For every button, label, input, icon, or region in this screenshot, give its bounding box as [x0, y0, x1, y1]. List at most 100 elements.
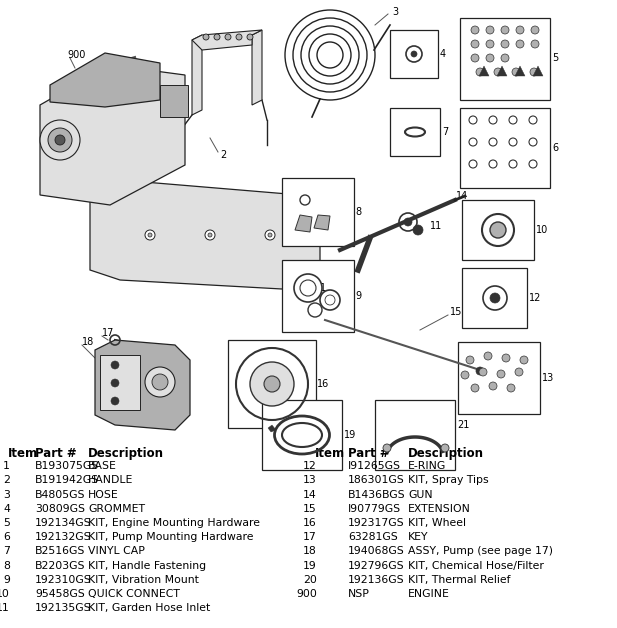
Text: BASE: BASE	[88, 461, 117, 471]
Text: B2203GS: B2203GS	[35, 561, 86, 571]
Polygon shape	[533, 66, 543, 76]
Text: 16: 16	[317, 379, 329, 389]
Circle shape	[471, 26, 479, 34]
Circle shape	[404, 218, 412, 226]
Circle shape	[516, 26, 524, 34]
Text: 4: 4	[440, 49, 446, 59]
Circle shape	[268, 233, 272, 237]
Circle shape	[490, 293, 500, 303]
Text: B4805GS: B4805GS	[35, 490, 86, 500]
Circle shape	[516, 40, 524, 48]
Text: 5: 5	[3, 518, 10, 528]
Text: 9: 9	[355, 291, 361, 301]
Text: 20: 20	[303, 575, 317, 585]
Text: KEY: KEY	[408, 532, 428, 542]
Text: KIT, Thermal Relief: KIT, Thermal Relief	[408, 575, 510, 585]
Text: 15: 15	[450, 307, 462, 317]
Text: 3: 3	[3, 490, 10, 500]
Polygon shape	[515, 66, 525, 76]
Text: KIT, Chemical Hose/Filter: KIT, Chemical Hose/Filter	[408, 561, 544, 571]
Text: 192310GS: 192310GS	[35, 575, 92, 585]
Circle shape	[152, 374, 168, 390]
Circle shape	[515, 368, 523, 376]
Text: VINYL CAP: VINYL CAP	[88, 546, 145, 556]
Circle shape	[145, 367, 175, 397]
Circle shape	[145, 230, 155, 240]
Text: 13: 13	[542, 373, 554, 383]
Text: EXTENSION: EXTENSION	[408, 504, 471, 514]
Text: 3: 3	[392, 7, 398, 17]
Circle shape	[501, 54, 509, 62]
Text: 11: 11	[0, 604, 10, 613]
Text: 15: 15	[303, 504, 317, 514]
Bar	[458, 342, 540, 414]
Text: 19: 19	[303, 561, 317, 571]
Text: 900: 900	[296, 589, 317, 599]
Circle shape	[205, 230, 215, 240]
Text: B2516GS: B2516GS	[35, 546, 85, 556]
Polygon shape	[192, 35, 202, 115]
Text: 17: 17	[102, 328, 114, 338]
Bar	[100, 355, 140, 410]
Circle shape	[413, 225, 423, 235]
Circle shape	[225, 34, 231, 40]
Circle shape	[264, 376, 280, 392]
Circle shape	[203, 34, 209, 40]
Text: 7: 7	[3, 546, 10, 556]
Text: 10: 10	[0, 589, 10, 599]
Circle shape	[531, 40, 539, 48]
Bar	[390, 30, 438, 78]
Polygon shape	[40, 65, 185, 205]
Polygon shape	[268, 425, 276, 432]
Polygon shape	[314, 215, 330, 230]
Text: 2: 2	[3, 475, 10, 485]
Text: 18: 18	[82, 337, 94, 347]
Text: 1: 1	[3, 461, 10, 471]
Text: 192317GS: 192317GS	[348, 518, 405, 528]
Circle shape	[476, 367, 484, 375]
Text: 16: 16	[303, 518, 317, 528]
Circle shape	[383, 444, 391, 452]
Circle shape	[489, 382, 497, 390]
Text: 192134GS: 192134GS	[35, 518, 92, 528]
Text: 18: 18	[303, 546, 317, 556]
Circle shape	[461, 371, 469, 379]
Circle shape	[494, 68, 502, 76]
Circle shape	[471, 384, 479, 392]
Circle shape	[411, 51, 417, 57]
Circle shape	[214, 34, 220, 40]
Text: HANDLE: HANDLE	[88, 475, 133, 485]
Text: 8: 8	[355, 207, 361, 217]
Text: 13: 13	[303, 475, 317, 485]
Text: 19: 19	[344, 430, 356, 440]
Ellipse shape	[281, 422, 323, 448]
Text: 11: 11	[430, 221, 442, 231]
Circle shape	[247, 34, 253, 40]
Circle shape	[486, 40, 494, 48]
Circle shape	[208, 233, 212, 237]
Circle shape	[520, 356, 528, 364]
Text: 194068GS: 194068GS	[348, 546, 405, 556]
Text: 63281GS: 63281GS	[348, 532, 398, 542]
Text: Item: Item	[315, 447, 345, 460]
Polygon shape	[50, 53, 160, 107]
Text: Description: Description	[408, 447, 484, 460]
Bar	[375, 400, 455, 470]
Text: GROMMET: GROMMET	[88, 504, 145, 514]
Text: 12: 12	[303, 461, 317, 471]
Text: 12: 12	[529, 293, 541, 303]
Text: KIT, Garden Hose Inlet: KIT, Garden Hose Inlet	[88, 604, 210, 613]
Text: 8: 8	[3, 561, 10, 571]
Text: 192136GS: 192136GS	[348, 575, 405, 585]
Text: 17: 17	[303, 532, 317, 542]
Circle shape	[486, 54, 494, 62]
Text: 186301GS: 186301GS	[348, 475, 405, 485]
Circle shape	[471, 40, 479, 48]
Text: KIT, Vibration Mount: KIT, Vibration Mount	[88, 575, 199, 585]
Bar	[460, 18, 550, 100]
Text: KIT, Handle Fastening: KIT, Handle Fastening	[88, 561, 206, 571]
Circle shape	[441, 444, 449, 452]
Bar	[460, 108, 550, 188]
Text: KIT, Pump Mounting Hardware: KIT, Pump Mounting Hardware	[88, 532, 254, 542]
Text: KIT, Spray Tips: KIT, Spray Tips	[408, 475, 489, 485]
